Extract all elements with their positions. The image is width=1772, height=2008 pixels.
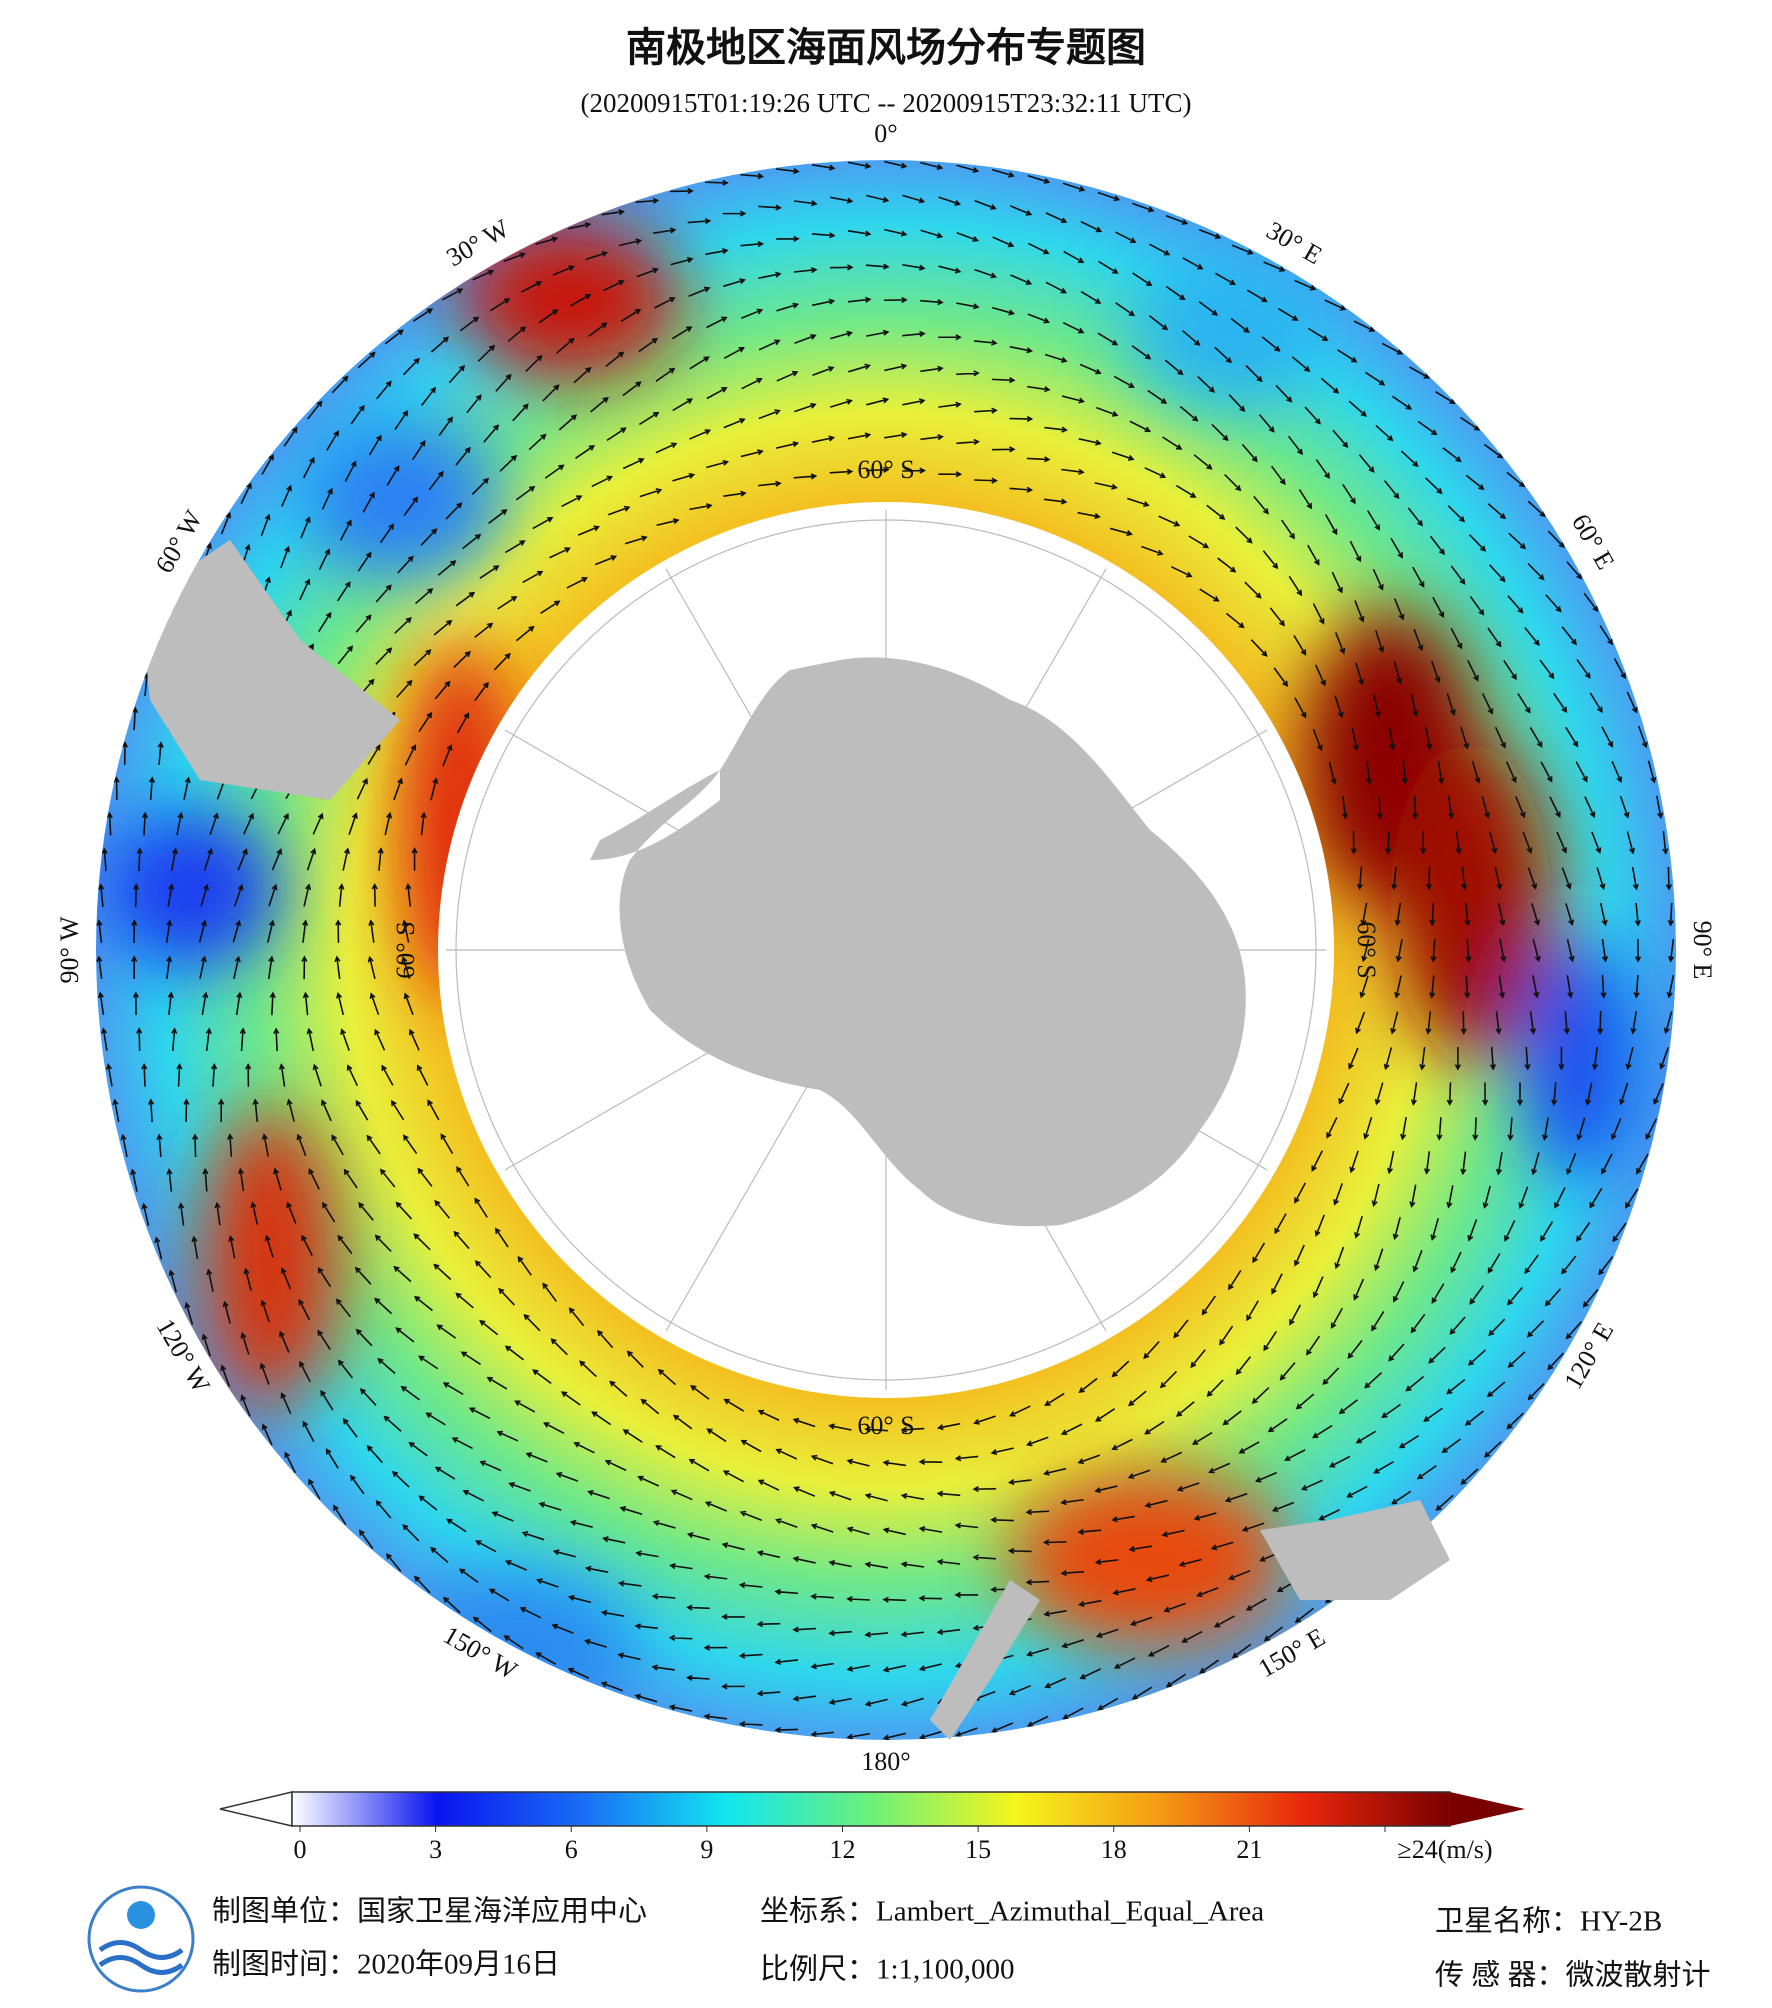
colorbar: 0 3 6 9 12 15 18 21 ≥24(m/s) — [219, 1791, 1525, 1864]
longitude-label: 0° — [874, 119, 897, 148]
wind-arrows — [401, 466, 1370, 1433]
footer-time: 制图时间：2020年09月16日 — [212, 1948, 560, 1981]
australia — [1260, 1500, 1450, 1600]
colorbar-tick-label: 9 — [700, 1835, 713, 1864]
footer-crs: 坐标系：Lambert_Azimuthal_Equal_Area — [760, 1895, 1264, 1928]
longitude-label: 180° — [861, 1747, 910, 1776]
footer-scale: 比例尺：1:1,100,000 — [760, 1953, 1015, 1986]
logo — [87, 1885, 195, 1993]
colorbar-tick-label: 18 — [1101, 1835, 1127, 1864]
title: 南极地区海面风场分布专题图 — [626, 25, 1146, 70]
colorbar-tick-label: 0 — [294, 1835, 307, 1864]
colorbar-tick-label: ≥24(m/s) — [1397, 1835, 1492, 1864]
latitude-label: 60° S — [1352, 921, 1381, 978]
wind-arrows — [96, 160, 1675, 1740]
south-america — [140, 540, 400, 800]
wind-blobs — [100, 220, 1640, 1730]
longitude-label: 90° W — [55, 916, 84, 983]
colorbar-tick-label: 6 — [565, 1835, 578, 1864]
wind-arrows — [334, 397, 1437, 1502]
colorbar-under — [219, 1791, 293, 1827]
footer-sensor: 传 感 器：微波散射计 — [1435, 1959, 1711, 1992]
subtitle: (20200915T01:19:26 UTC -- 20200915T23:32… — [581, 88, 1192, 118]
colorbar-ramp — [291, 1791, 1451, 1827]
longitude-label: 90° E — [1688, 921, 1717, 980]
latitude-label: 60° S — [857, 455, 914, 484]
latitude-label: 60° S — [857, 1411, 914, 1440]
colorbar-tick-label: 15 — [965, 1835, 991, 1864]
antarctica — [590, 657, 1246, 1227]
colorbar-tick-label: 3 — [429, 1835, 442, 1864]
colorbar-over — [1450, 1792, 1525, 1826]
wind-arrows — [367, 431, 1403, 1467]
footer-satellite: 卫星名称：HY-2B — [1435, 1905, 1662, 1938]
colorbar-tick-label: 12 — [830, 1835, 856, 1864]
latitude-label: 60° S — [391, 921, 420, 978]
footer-unit: 制图单位：国家卫星海洋应用中心 — [212, 1895, 647, 1928]
new-zealand — [930, 1580, 1040, 1740]
colorbar-tick-label: 21 — [1236, 1835, 1262, 1864]
